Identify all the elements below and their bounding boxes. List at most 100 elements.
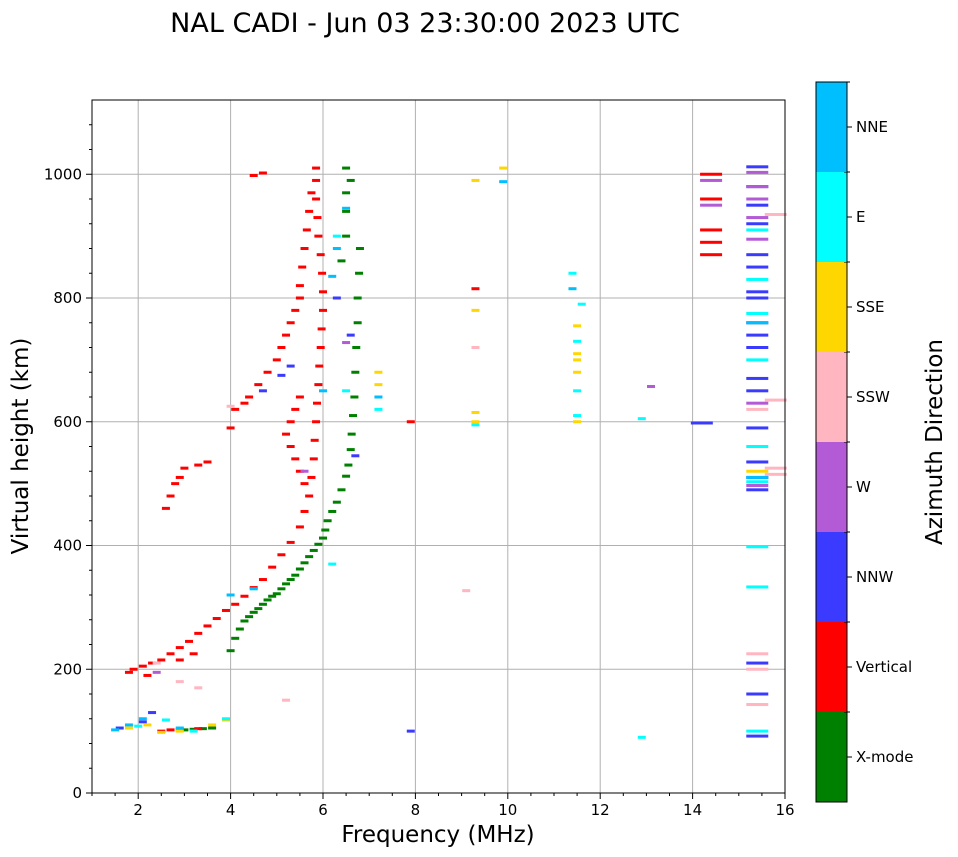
x-axis-label: Frequency (MHz) [341, 822, 534, 848]
data-point [573, 414, 582, 418]
y-tick-label: 600 [53, 413, 82, 431]
data-point [254, 607, 263, 611]
data-point [295, 395, 304, 399]
data-point [258, 389, 267, 393]
data-point [746, 311, 769, 315]
data-point [272, 592, 281, 596]
x-axis-ticks: 2 4 6 8 10 12 14 16 [91, 793, 795, 819]
data-point [332, 234, 341, 238]
x-tick-label: 10 [498, 801, 517, 819]
data-point [746, 197, 769, 201]
colorbar-segment [816, 262, 847, 352]
data-point [291, 407, 300, 411]
data-point [305, 209, 314, 213]
data-point [342, 209, 351, 213]
data-point [746, 237, 769, 241]
y-tick-label: 0 [72, 784, 82, 802]
x-tick-label: 8 [411, 801, 421, 819]
colorbar-segment [816, 442, 847, 532]
data-point [175, 726, 184, 730]
data-point [746, 170, 769, 174]
data-point [226, 593, 235, 597]
colorbar-segment [816, 352, 847, 442]
data-point [258, 171, 267, 175]
data-point [647, 384, 656, 388]
data-point [746, 661, 769, 665]
data-point [746, 585, 769, 589]
data-point [342, 234, 351, 238]
data-point [171, 482, 180, 486]
x-tick-label: 12 [591, 801, 610, 819]
data-point [746, 165, 769, 169]
data-point [138, 664, 147, 668]
data-point [148, 711, 157, 715]
data-point [316, 346, 325, 349]
data-point [342, 341, 351, 345]
y-tick-label: 1000 [44, 165, 82, 183]
data-point [746, 389, 769, 393]
data-point [175, 658, 184, 662]
data-point [180, 728, 189, 732]
y-tick-label: 400 [53, 537, 82, 555]
data-point [305, 555, 314, 559]
data-point [374, 395, 383, 399]
data-point [344, 463, 353, 467]
x-tick-label: 4 [226, 801, 236, 819]
data-point [282, 432, 291, 436]
data-point [194, 631, 203, 635]
data-point [189, 729, 198, 733]
y-tick-label: 800 [53, 289, 82, 307]
data-point [573, 370, 582, 374]
data-point [300, 247, 309, 250]
data-point [321, 528, 330, 532]
data-point [746, 296, 769, 300]
data-point [746, 545, 769, 549]
data-point [148, 661, 157, 665]
data-point [319, 290, 327, 294]
data-point [573, 339, 582, 343]
data-point [746, 277, 769, 281]
data-point [258, 602, 267, 606]
data-point [180, 466, 189, 470]
data-point [129, 667, 138, 671]
data-point [573, 324, 582, 328]
data-points [111, 165, 787, 739]
data-point [337, 259, 346, 263]
data-point [746, 265, 769, 269]
data-point [263, 598, 272, 602]
data-point [746, 228, 769, 232]
data-point [300, 469, 309, 473]
data-point [314, 542, 323, 546]
data-point [295, 284, 304, 288]
data-point [746, 321, 769, 325]
data-point [700, 228, 723, 232]
data-point [208, 723, 217, 727]
data-point [189, 652, 198, 656]
data-point [471, 410, 480, 414]
data-point [161, 506, 170, 510]
data-point [746, 203, 769, 207]
data-point [240, 619, 249, 623]
data-point [319, 389, 327, 393]
data-point [314, 234, 323, 238]
data-point [312, 420, 321, 424]
data-point [346, 448, 355, 452]
data-point [746, 480, 769, 484]
data-point [746, 376, 769, 380]
colorbar-segment [816, 172, 847, 262]
data-point [245, 615, 254, 619]
data-point [124, 726, 133, 730]
data-point [353, 321, 362, 325]
colorbar-label-item: NNE [856, 118, 888, 136]
data-point [249, 610, 258, 614]
data-point [258, 578, 267, 582]
data-point [700, 240, 723, 244]
data-point [332, 296, 341, 300]
data-point [328, 509, 337, 513]
data-point [138, 717, 147, 721]
data-point [471, 423, 480, 427]
data-point [295, 525, 304, 529]
data-point [332, 247, 341, 250]
data-point [342, 166, 351, 170]
data-point [351, 454, 360, 458]
